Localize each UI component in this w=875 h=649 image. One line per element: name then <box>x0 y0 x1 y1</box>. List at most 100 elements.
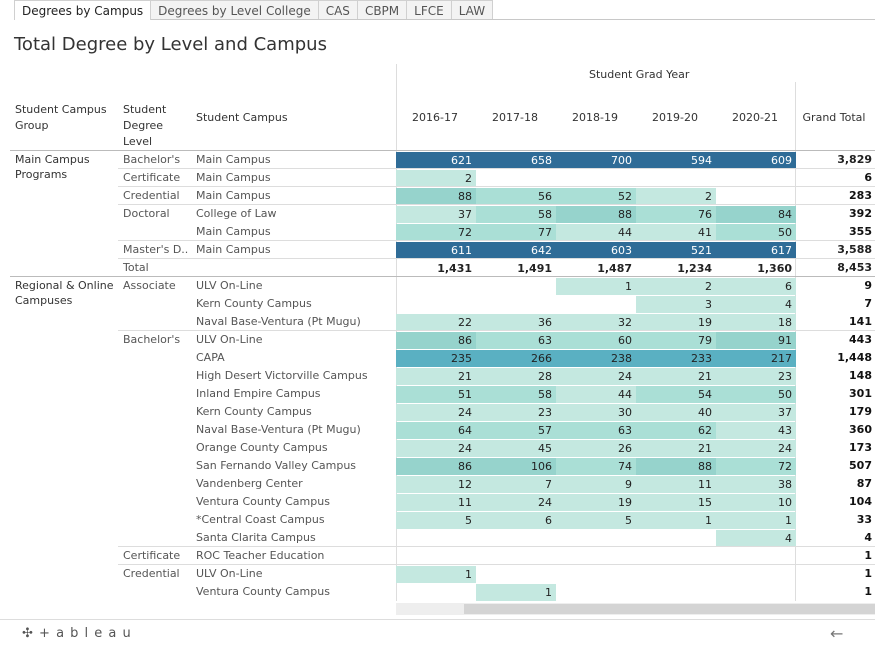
campus-label: Orange County Campus <box>196 441 328 454</box>
data-cell: 233 <box>636 349 716 367</box>
header-divider <box>10 150 875 151</box>
level-divider <box>118 204 875 205</box>
degree-level-label: Master's D.. <box>123 243 189 256</box>
campus-group-label: Regional & Online Campuses <box>15 279 114 307</box>
campus-label: *Central Coast Campus <box>196 513 325 526</box>
data-cell: 62 <box>636 421 716 439</box>
data-cell: 74 <box>556 457 636 475</box>
tab-degrees-by-campus[interactable]: Degrees by Campus <box>14 0 152 20</box>
data-cell: 23 <box>476 403 556 421</box>
grand-total-value: 6 <box>864 171 872 184</box>
data-cell: 26 <box>556 439 636 457</box>
data-cell: 700 <box>556 151 636 169</box>
data-cell: 43 <box>716 421 796 439</box>
campus-label: Vandenberg Center <box>196 477 303 490</box>
grand-total-value: 7 <box>864 297 872 310</box>
data-cell: 266 <box>476 349 556 367</box>
data-cell: 658 <box>476 151 556 169</box>
year-header-2017-18: 2017-18 <box>492 111 538 124</box>
level-divider <box>118 168 875 169</box>
data-cell: 88 <box>396 187 476 205</box>
data-cell: 52 <box>556 187 636 205</box>
data-cell: 44 <box>556 385 636 403</box>
campus-label: ULV On-Line <box>196 567 263 580</box>
level-divider <box>118 186 875 187</box>
year-header-2020-21: 2020-21 <box>732 111 778 124</box>
data-cell: 1,360 <box>757 261 792 275</box>
grand-total-value: 141 <box>849 315 872 328</box>
data-cell: 617 <box>716 241 796 259</box>
campus-label: College of Law <box>196 207 277 220</box>
data-cell: 24 <box>396 439 476 457</box>
data-cell: 24 <box>716 439 796 457</box>
grand-total-header: Grand Total <box>802 111 866 124</box>
campus-label: Main Campus <box>196 189 271 202</box>
campus-header: Student Campus <box>196 111 288 124</box>
data-cell: 37 <box>396 205 476 223</box>
data-cell: 4 <box>716 529 796 547</box>
grand-total-value: 1 <box>864 549 872 562</box>
grand-total-value: 179 <box>849 405 872 418</box>
grand-total-value: 507 <box>849 459 872 472</box>
data-cell: 77 <box>476 223 556 241</box>
arrow-left-icon[interactable]: ← <box>830 624 844 643</box>
tab-law[interactable]: LAW <box>450 0 494 19</box>
campus-label: San Fernando Valley Campus <box>196 459 357 472</box>
data-cell: 603 <box>556 241 636 259</box>
degree-level-label: Bachelor's <box>123 333 181 346</box>
data-cell: 3 <box>636 295 716 313</box>
data-cell: 23 <box>716 367 796 385</box>
data-cell: 60 <box>556 331 636 349</box>
degree-level-label: Total <box>123 261 149 274</box>
level-divider <box>118 330 875 331</box>
degree-level-header: Student Degree Level <box>123 103 167 148</box>
campus-label: Main Campus <box>196 153 271 166</box>
data-cell: 76 <box>636 205 716 223</box>
data-cell: 1,431 <box>437 261 472 275</box>
data-cell: 11 <box>636 475 716 493</box>
degree-level-label: Doctoral <box>123 207 170 220</box>
data-cell: 45 <box>476 439 556 457</box>
grand-total-value: 173 <box>849 441 872 454</box>
tab-cas[interactable]: CAS <box>317 0 358 19</box>
grad-year-header: Student Grad Year <box>589 68 690 81</box>
data-cell: 24 <box>396 403 476 421</box>
tab-lfce[interactable]: LFCE <box>406 0 452 19</box>
degree-level-label: Associate <box>123 279 176 292</box>
data-cell: 19 <box>636 313 716 331</box>
tab-cbpm[interactable]: CBPM <box>356 0 408 19</box>
data-cell: 1 <box>636 511 716 529</box>
grand-total-value: 355 <box>849 225 872 238</box>
data-cell: 58 <box>476 205 556 223</box>
data-cell: 79 <box>636 331 716 349</box>
data-cell: 24 <box>476 493 556 511</box>
data-cell: 40 <box>636 403 716 421</box>
data-cell: 5 <box>396 511 476 529</box>
data-cell: 7 <box>476 475 556 493</box>
data-cell: 2 <box>636 277 716 295</box>
data-cell: 57 <box>476 421 556 439</box>
tableau-logo: ✣ + a b l e a u <box>22 626 132 641</box>
data-cell: 4 <box>716 295 796 313</box>
campus-label: Inland Empire Campus <box>196 387 321 400</box>
data-cell: 72 <box>716 457 796 475</box>
year-header-2016-17: 2016-17 <box>412 111 458 124</box>
data-cell: 1 <box>556 277 636 295</box>
data-cell: 51 <box>396 385 476 403</box>
horizontal-scrollbar[interactable] <box>396 603 875 615</box>
data-cell: 9 <box>556 475 636 493</box>
scrollbar-thumb[interactable] <box>464 604 875 614</box>
campus-label: CAPA <box>196 351 225 364</box>
level-divider <box>118 546 875 547</box>
campus-label: Main Campus <box>196 171 271 184</box>
grand-total-value: 8,453 <box>837 261 872 274</box>
data-cell: 609 <box>716 151 796 169</box>
data-cell: 15 <box>636 493 716 511</box>
tab-degrees-by-level-college[interactable]: Degrees by Level College <box>150 0 319 19</box>
grand-total-value: 3,829 <box>837 153 872 166</box>
group-divider <box>10 276 875 277</box>
grand-total-value: 1 <box>864 585 872 598</box>
data-cell: 11 <box>396 493 476 511</box>
campus-label: High Desert Victorville Campus <box>196 369 368 382</box>
data-cell: 58 <box>476 385 556 403</box>
